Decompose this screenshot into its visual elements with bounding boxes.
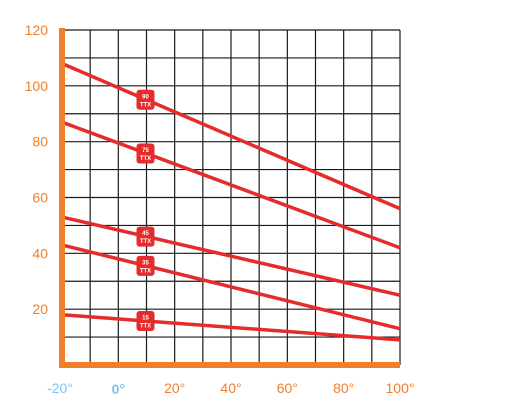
tag-value: 35	[142, 260, 149, 266]
series-tag-35: 35 TTX	[136, 255, 155, 276]
series-line-45	[61, 215, 401, 297]
x-tick-label: 20°	[164, 380, 185, 396]
tag-box	[136, 311, 155, 332]
series-line-15	[61, 313, 401, 342]
tag-value: 90	[142, 94, 149, 100]
tag-value: 75	[142, 148, 149, 154]
y-tick-label: 100	[25, 78, 49, 94]
series-layer	[61, 61, 401, 342]
tag-box	[136, 255, 155, 276]
x-tick-label: 100°	[386, 380, 415, 396]
tag-unit: TTX	[140, 102, 151, 108]
series-line-35	[61, 243, 401, 331]
y-tick-label: 20	[32, 301, 48, 317]
x-tick-labels: -20° 0° 20° 40° 60° 80° 100°	[47, 380, 414, 397]
x-tick-label: 0°	[112, 381, 125, 397]
y-tick-label: 120	[25, 22, 49, 38]
x-tick-label: 60°	[277, 380, 298, 396]
x-tick-label: 40°	[220, 380, 241, 396]
y-tick-labels: 120 100 80 60 40 20	[25, 22, 49, 317]
x-tick-label: -20°	[47, 380, 73, 396]
y-tick-label: 40	[32, 245, 48, 261]
tag-box	[136, 89, 155, 110]
y-tick-label: 60	[32, 190, 48, 206]
tag-unit: TTX	[140, 156, 151, 162]
tag-box	[136, 226, 155, 247]
tag-unit: TTX	[140, 268, 151, 274]
y-tick-label: 80	[32, 134, 48, 150]
series-line-90	[61, 61, 401, 211]
series-tag-75: 75 TTX	[136, 143, 155, 164]
x-tick-label: 80°	[333, 380, 354, 396]
tag-unit: TTX	[140, 239, 151, 245]
series-line-75	[61, 120, 401, 250]
tag-box	[136, 143, 155, 164]
series-tag-45: 45 TTX	[136, 226, 155, 247]
series-tag-15: 15 TTX	[136, 311, 155, 332]
series-tag-90: 90 TTX	[136, 89, 155, 110]
axes	[59, 28, 400, 368]
tag-unit: TTX	[140, 324, 151, 330]
tag-value: 15	[142, 316, 149, 322]
series-tags: 90 TTX 75 TTX 45 TTX 35 TTX 15 TTX	[136, 89, 155, 332]
tag-value: 45	[142, 231, 149, 237]
